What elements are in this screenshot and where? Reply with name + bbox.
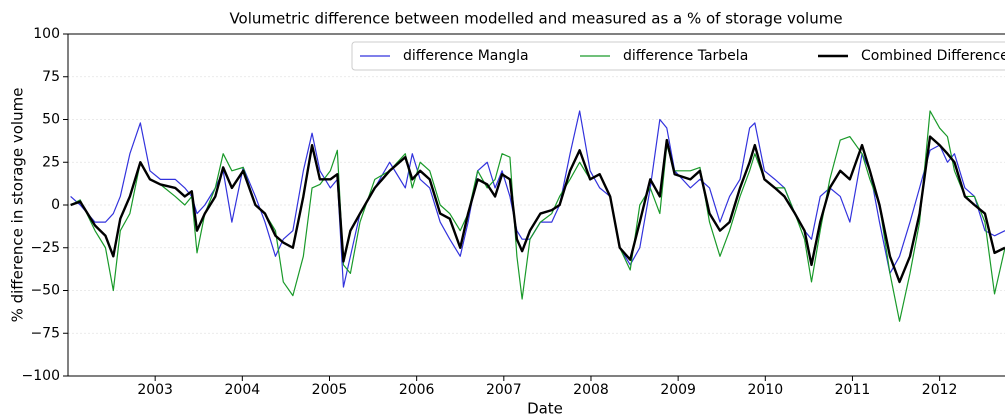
y-tick-label: −100: [22, 368, 60, 384]
y-tick-label: 0: [51, 197, 60, 213]
y-axis-label: % difference in storage volume: [9, 88, 27, 323]
y-tick-label: 100: [33, 26, 60, 42]
series-line: [70, 135, 1005, 284]
x-tick-label: 2008: [573, 382, 609, 398]
x-tick-label: 2004: [225, 382, 261, 398]
x-tick-label: 2009: [660, 382, 696, 398]
y-tick-label: 75: [42, 69, 60, 85]
x-tick-label: 2010: [747, 382, 783, 398]
x-tick-label: 2005: [312, 382, 348, 398]
legend-label: difference Tarbela: [623, 48, 748, 64]
y-tick-label: 50: [42, 112, 60, 128]
chart-title: Volumetric difference between modelled a…: [229, 10, 842, 28]
x-tick-label: 2006: [399, 382, 435, 398]
legend-box: [351, 41, 1005, 71]
series-line: [70, 110, 1005, 322]
x-tick-label: 2012: [922, 382, 958, 398]
x-tick-label: 2011: [835, 382, 871, 398]
x-axis-label: Date: [527, 400, 563, 416]
x-tick-label: 2007: [486, 382, 522, 398]
y-tick-label: −75: [30, 325, 60, 341]
legend: difference Mangla difference Tarbela Combi…: [351, 41, 1005, 71]
legend-label: Combined Difference: [861, 48, 1005, 64]
legend-label: difference Mangla: [403, 48, 529, 64]
y-tick-label: 25: [42, 154, 60, 170]
y-tick-label: −25: [30, 240, 60, 256]
x-tick-label: 2003: [137, 382, 173, 398]
plot-frame: [67, 33, 1005, 377]
y-tick-label: −50: [30, 283, 60, 299]
